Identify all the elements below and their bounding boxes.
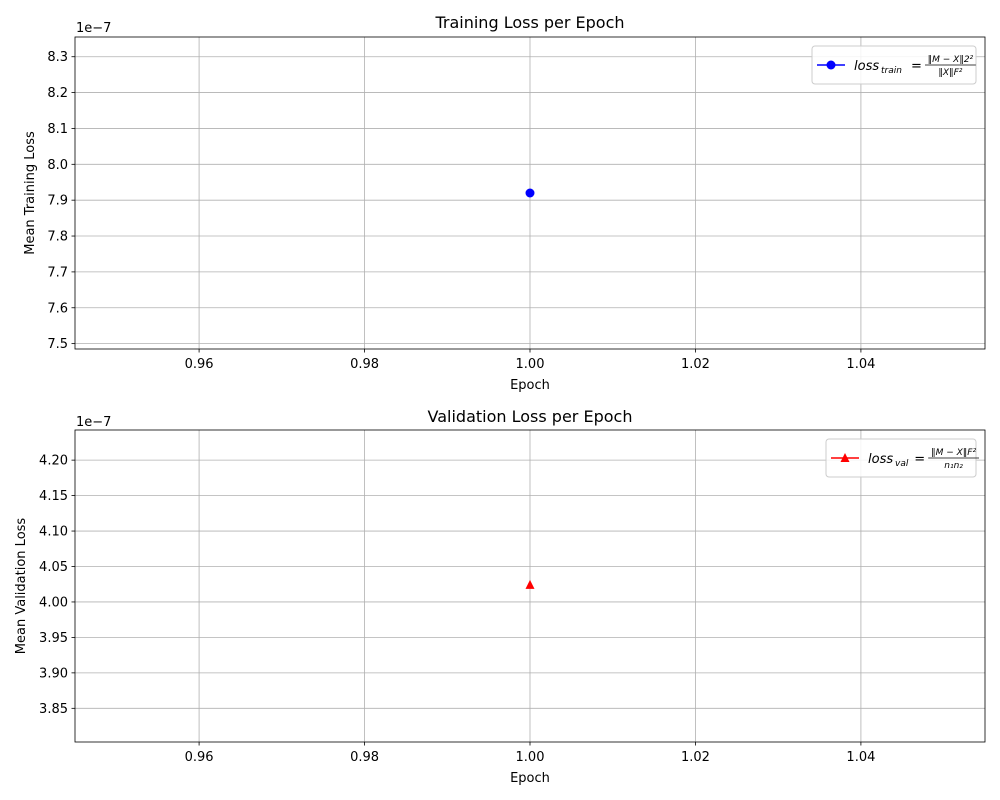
y-tick-label: 8.2 [47,86,68,101]
training-loss-panel: Training Loss per Epoch Epoch Mean Train… [23,13,986,393]
y-tick-label: 3.90 [39,666,68,681]
x-tick-label: 1.00 [516,750,545,765]
legend-equals: = [914,452,925,467]
x-tick-label: 1.04 [846,357,875,372]
y-tick-label: 8.1 [47,122,68,137]
y-tick-label: 7.9 [47,194,68,209]
y-offset-text: 1e−7 [76,21,111,36]
y-offset-text: 1e−7 [76,415,111,430]
grid [75,430,985,742]
grid [75,37,985,349]
y-axis-label: Mean Validation Loss [14,518,29,655]
legend-fraction-denominator: ‖X‖F² [938,68,962,78]
legend: loss train = ‖M − X‖2² ‖X‖F² [811,45,977,85]
legend-label-main: loss [854,59,879,74]
legend-marker [840,453,850,462]
legend-label-sub: train [881,66,902,76]
plot-frame [74,36,986,350]
chart-title: Training Loss per Epoch [434,13,624,32]
legend-fraction-numerator: ‖M − X‖F² [931,448,976,458]
x-tick-label: 1.02 [681,750,710,765]
y-tick-label: 4.10 [39,525,68,540]
x-axis-label: Epoch [510,378,550,393]
y-axis-label: Mean Training Loss [23,131,38,255]
x-tick-label: 0.96 [185,357,214,372]
data-point [525,188,535,198]
legend-box [811,45,977,85]
plot-frame [74,429,986,743]
y-tick-label: 3.85 [39,702,68,717]
x-tick-label: 1.02 [681,357,710,372]
legend: loss val = ‖M − X‖F² n₁n₂ [825,438,979,478]
x-tick-label: 0.98 [350,357,379,372]
legend-fraction-denominator: n₁n₂ [944,461,963,471]
legend-label-sub: val [895,459,909,469]
validation-loss-panel: Validation Loss per Epoch Epoch Mean Val… [14,407,986,786]
data-point [525,579,535,589]
x-tick-label: 1.00 [516,357,545,372]
y-tick-label: 7.7 [47,265,68,280]
x-tick-label: 0.98 [350,750,379,765]
legend-equals: = [911,59,922,74]
chart-title: Validation Loss per Epoch [428,407,633,426]
y-tick-label: 8.3 [47,50,68,65]
y-tick-label: 4.00 [39,595,68,610]
legend-label-main: loss [868,452,893,467]
y-tick-label: 7.6 [47,301,68,316]
y-tick-label: 8.0 [47,158,68,173]
x-tick-label: 0.96 [185,750,214,765]
y-tick-label: 4.15 [39,489,68,504]
y-tick-label: 4.20 [39,454,68,469]
legend-marker [826,60,836,70]
x-tick-label: 1.04 [846,750,875,765]
x-axis-label: Epoch [510,771,550,786]
y-tick-label: 7.8 [47,230,68,245]
y-tick-label: 3.95 [39,631,68,646]
y-tick-label: 7.5 [47,337,68,352]
legend-fraction-numerator: ‖M − X‖2² [928,55,974,65]
y-tick-label: 4.05 [39,560,68,575]
